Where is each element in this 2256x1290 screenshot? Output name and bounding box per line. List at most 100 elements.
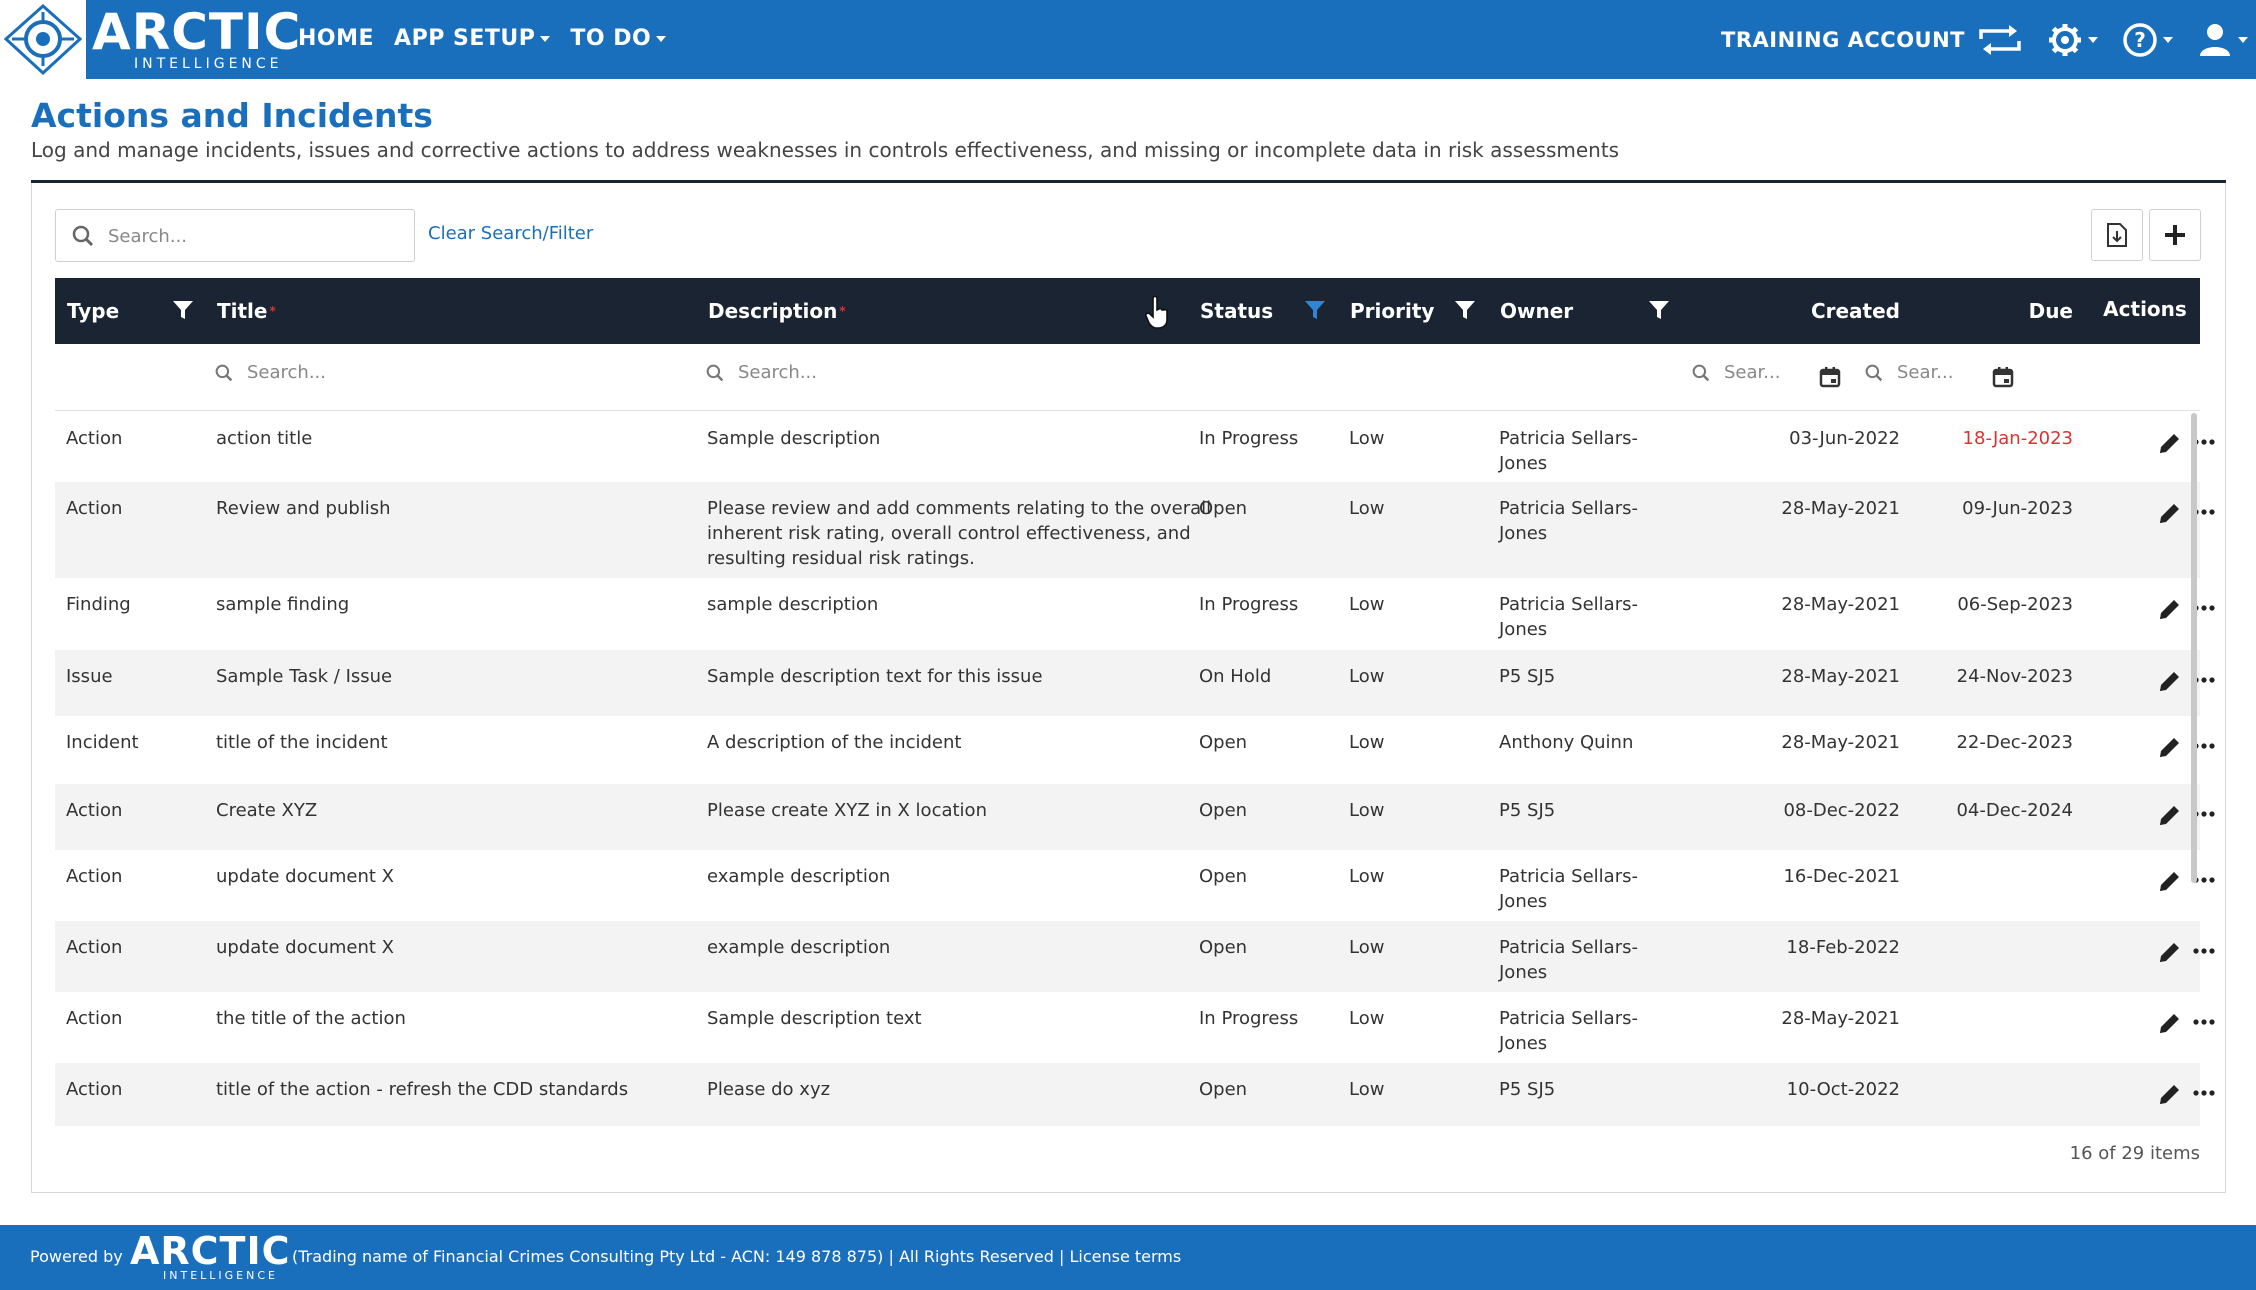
priority-filter-icon[interactable] <box>1453 298 1477 322</box>
export-button[interactable] <box>2091 209 2143 261</box>
column-header-title[interactable]: Title * <box>217 299 276 323</box>
edit-pencil-icon[interactable] <box>2157 802 2183 828</box>
table-row[interactable]: Action Create XYZ Please create XYZ in X l… <box>55 784 2215 850</box>
heading-divider <box>31 180 2226 183</box>
column-header-type[interactable]: Type <box>67 299 120 323</box>
title-filter-input[interactable]: Search... <box>215 362 326 383</box>
cell-status: Open <box>1199 800 1248 821</box>
search-icon <box>1865 364 1883 381</box>
created-filter-input[interactable]: Sear... <box>1692 362 1780 383</box>
table-row[interactable]: Action update document X example descripti… <box>55 850 2215 921</box>
license-terms-link[interactable]: License terms <box>1069 1247 1182 1266</box>
cell-status: On Hold <box>1199 666 1272 687</box>
type-filter-icon[interactable] <box>171 298 195 322</box>
user-icon[interactable] <box>2197 22 2248 58</box>
more-options-icon[interactable] <box>2192 1081 2216 1105</box>
row-actions <box>2100 992 2215 1063</box>
cell-created: 10-Oct-2022 <box>1786 1079 1900 1100</box>
cell-due: 22-Dec-2023 <box>1956 732 2073 753</box>
cell-priority: Low <box>1349 594 1385 615</box>
nav-to-do[interactable]: TO DO <box>570 26 667 51</box>
footer-brand-logo[interactable]: ARCTIC INTELLIGENCE <box>130 1229 291 1282</box>
row-actions <box>2100 650 2215 716</box>
cell-due: 24-Nov-2023 <box>1956 666 2073 687</box>
table-row[interactable]: Incident title of the incident A descripti… <box>55 716 2215 784</box>
table-row[interactable]: Finding sample finding sample description I… <box>55 578 2215 650</box>
clear-search-filter-link[interactable]: Clear Search/Filter <box>428 223 594 244</box>
search-icon <box>706 364 724 381</box>
nav-home[interactable]: HOME <box>298 26 375 51</box>
cell-created: 16-Dec-2021 <box>1783 866 1900 887</box>
edit-pencil-icon[interactable] <box>2157 668 2183 694</box>
edit-pencil-icon[interactable] <box>2157 1010 2183 1036</box>
global-search-box <box>55 209 415 262</box>
column-header-owner[interactable]: Owner <box>1500 299 1574 323</box>
file-download-icon <box>2107 223 2127 247</box>
cell-priority: Low <box>1349 1079 1385 1100</box>
row-actions <box>2100 1063 2215 1126</box>
cell-created: 18-Feb-2022 <box>1786 937 1900 958</box>
more-options-icon[interactable] <box>2192 939 2216 963</box>
cell-description: example description <box>707 866 891 887</box>
column-header-created[interactable]: Created <box>1810 299 1900 323</box>
top-navbar: ARCTIC INTELLIGENCE HOME APP SETUP TO DO… <box>0 0 2256 79</box>
column-header-due[interactable]: Due <box>2028 299 2073 323</box>
powered-by-label: Powered by <box>30 1247 123 1266</box>
settings-gear-icon[interactable] <box>2047 22 2098 58</box>
cell-status: In Progress <box>1199 594 1299 615</box>
table-row[interactable]: Action title of the action - refresh the … <box>55 1063 2215 1126</box>
created-calendar-icon[interactable] <box>1819 366 1841 388</box>
cell-owner: Patricia Sellars-Jones <box>1499 594 1638 640</box>
nav-app-setup[interactable]: APP SETUP <box>394 26 551 51</box>
add-item-button[interactable] <box>2149 209 2201 261</box>
table-row[interactable]: Action update document X example descripti… <box>55 921 2215 992</box>
edit-pencil-icon[interactable] <box>2157 500 2183 526</box>
cell-priority: Low <box>1349 732 1385 753</box>
status-filter-icon-active[interactable] <box>1303 298 1327 322</box>
edit-pencil-icon[interactable] <box>2157 430 2183 456</box>
page-title: Actions and Incidents <box>31 96 433 135</box>
due-calendar-icon[interactable] <box>1992 366 2014 388</box>
search-icon <box>1692 364 1710 381</box>
cell-title: sample finding <box>216 594 350 615</box>
cell-type: Action <box>66 428 123 449</box>
cell-created: 28-May-2021 <box>1781 1008 1900 1029</box>
edit-pencil-icon[interactable] <box>2157 734 2183 760</box>
table-row[interactable]: Action Review and publish Please review an… <box>55 482 2215 578</box>
footer-brand-top: ARCTIC <box>130 1229 291 1273</box>
brand-wordmark[interactable]: ARCTIC INTELLIGENCE <box>92 6 301 72</box>
cell-due: 18-Jan-2023 <box>1962 428 2073 449</box>
column-header-status[interactable]: Status <box>1200 299 1274 323</box>
table-row[interactable]: Issue Sample Task / Issue Sample descripti… <box>55 650 2215 716</box>
owner-filter-icon[interactable] <box>1647 298 1671 322</box>
cell-title: title of the incident <box>216 732 388 753</box>
help-icon[interactable]: ? <box>2122 22 2173 58</box>
edit-pencil-icon[interactable] <box>2157 868 2183 894</box>
edit-pencil-icon[interactable] <box>2157 596 2183 622</box>
edit-pencil-icon[interactable] <box>2157 939 2183 965</box>
edit-pencil-icon[interactable] <box>2157 1081 2183 1107</box>
column-header-description[interactable]: Description * <box>708 299 846 323</box>
cell-due: 04-Dec-2024 <box>1956 800 2073 821</box>
global-search-input[interactable] <box>108 220 398 252</box>
cell-due: 06-Sep-2023 <box>1957 594 2073 615</box>
cell-type: Incident <box>66 732 139 753</box>
cell-created: 28-May-2021 <box>1781 666 1900 687</box>
footer: Powered by ARCTIC INTELLIGENCE (Trading … <box>0 1225 2256 1290</box>
more-options-icon[interactable] <box>2192 1010 2216 1034</box>
chevron-down-icon <box>656 36 667 42</box>
arctic-logo-icon[interactable] <box>0 0 86 79</box>
table-row[interactable]: Action the title of the action Sample desc… <box>55 992 2215 1063</box>
cell-type: Action <box>66 866 123 887</box>
column-header-priority[interactable]: Priority <box>1350 299 1435 323</box>
due-filter-input[interactable]: Sear... <box>1865 362 1953 383</box>
switch-account-icon[interactable] <box>1977 23 2023 57</box>
description-filter-input[interactable]: Search... <box>706 362 817 383</box>
account-name: TRAINING ACCOUNT <box>1721 27 1965 52</box>
mouse-cursor-hand-icon <box>1145 296 1168 329</box>
cell-description: Please review and add comments relating … <box>707 498 1212 569</box>
table-row[interactable]: Action action title Sample description In P… <box>55 412 2215 482</box>
cell-priority: Low <box>1349 666 1385 687</box>
table-scrollbar[interactable] <box>2191 413 2197 883</box>
cell-priority: Low <box>1349 866 1385 887</box>
